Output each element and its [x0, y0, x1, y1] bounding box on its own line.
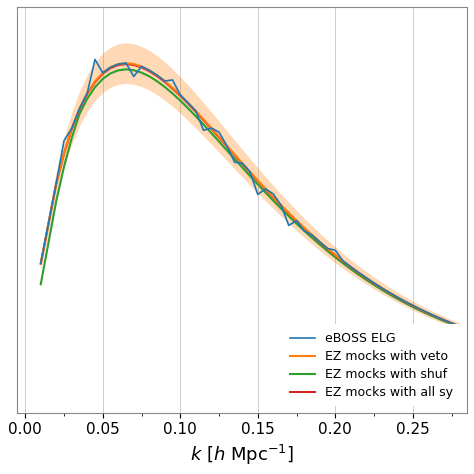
eBOSS ELG	[301, 228, 307, 234]
Line: EZ mocks with all sy: EZ mocks with all sy	[41, 64, 459, 326]
Legend: eBOSS ELG, EZ mocks with veto, EZ mocks with shuf, EZ mocks with all sy: eBOSS ELG, EZ mocks with veto, EZ mocks …	[283, 324, 461, 406]
EZ mocks with shuf	[123, 66, 129, 72]
Line: eBOSS ELG: eBOSS ELG	[41, 59, 459, 326]
EZ mocks with all sy	[456, 323, 462, 329]
EZ mocks with veto	[209, 125, 214, 131]
EZ mocks with shuf	[38, 282, 44, 287]
EZ mocks with all sy	[38, 261, 44, 266]
Line: EZ mocks with veto: EZ mocks with veto	[41, 63, 459, 326]
EZ mocks with veto	[38, 261, 44, 266]
eBOSS ELG	[92, 56, 98, 62]
Line: EZ mocks with shuf: EZ mocks with shuf	[41, 69, 459, 327]
EZ mocks with shuf	[115, 67, 121, 73]
EZ mocks with all sy	[278, 203, 284, 209]
eBOSS ELG	[123, 60, 129, 66]
eBOSS ELG	[294, 218, 300, 223]
EZ mocks with all sy	[209, 126, 214, 132]
EZ mocks with veto	[123, 60, 129, 66]
EZ mocks with all sy	[301, 226, 307, 231]
EZ mocks with veto	[456, 323, 462, 329]
EZ mocks with all sy	[115, 62, 121, 68]
EZ mocks with all sy	[123, 61, 129, 67]
eBOSS ELG	[209, 125, 214, 131]
EZ mocks with shuf	[278, 206, 284, 211]
eBOSS ELG	[278, 202, 284, 208]
eBOSS ELG	[456, 323, 462, 329]
EZ mocks with veto	[278, 202, 284, 208]
EZ mocks with veto	[301, 225, 307, 231]
EZ mocks with shuf	[209, 130, 214, 136]
EZ mocks with shuf	[301, 228, 307, 234]
EZ mocks with all sy	[332, 252, 338, 258]
EZ mocks with veto	[115, 61, 121, 67]
eBOSS ELG	[332, 247, 338, 253]
X-axis label: $k$ [$h$ Mpc$^{-1}$]: $k$ [$h$ Mpc$^{-1}$]	[191, 443, 294, 467]
EZ mocks with shuf	[332, 255, 338, 260]
eBOSS ELG	[38, 261, 44, 266]
EZ mocks with veto	[294, 218, 300, 223]
EZ mocks with veto	[332, 252, 338, 258]
EZ mocks with all sy	[294, 218, 300, 224]
EZ mocks with shuf	[456, 324, 462, 330]
EZ mocks with shuf	[294, 221, 300, 227]
